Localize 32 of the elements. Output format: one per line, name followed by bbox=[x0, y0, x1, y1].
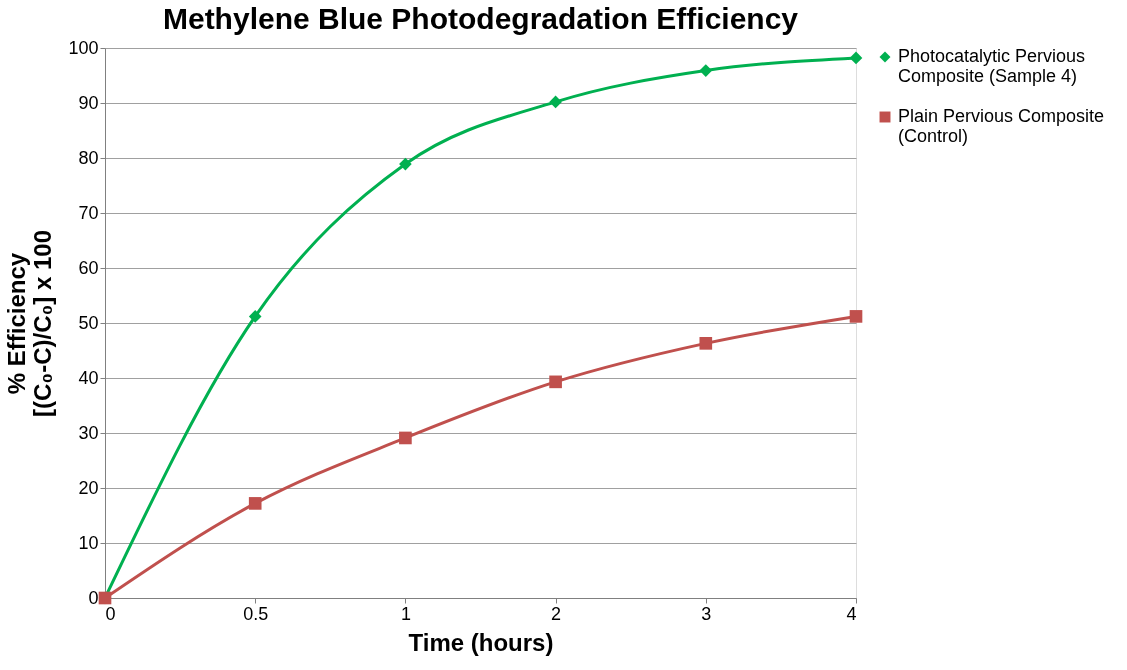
y-axis-title: % Efficiency [(C₀-C)/C₀] x 100 bbox=[3, 230, 57, 417]
y-tick-label: 30 bbox=[78, 422, 99, 443]
point bbox=[248, 497, 262, 510]
x-axis-title: Time (hours) bbox=[408, 628, 554, 656]
point bbox=[549, 95, 562, 109]
point bbox=[399, 157, 412, 171]
point bbox=[849, 51, 863, 65]
legend-label: Photocatalytic Pervious Composite (Sample 4) bbox=[898, 46, 1086, 86]
y-tick-label: 0 bbox=[88, 587, 99, 608]
y-tick-label: 60 bbox=[78, 257, 99, 278]
x-tick-label: 1 bbox=[400, 603, 411, 624]
y-tick-label: 70 bbox=[78, 202, 99, 223]
y-tick-label: 50 bbox=[78, 312, 99, 333]
point bbox=[849, 310, 863, 323]
y-tick-label: 100 bbox=[68, 37, 99, 58]
point bbox=[399, 431, 412, 445]
y-tick-label: 40 bbox=[78, 367, 99, 388]
point bbox=[699, 337, 713, 350]
x-tick-label: 0 bbox=[105, 603, 116, 624]
y-tick-label: 20 bbox=[78, 477, 99, 498]
x-tick-label: 3 bbox=[701, 603, 712, 624]
x-tick-label: 4 bbox=[846, 603, 857, 624]
point bbox=[699, 64, 713, 77]
y-tick-label: 10 bbox=[78, 532, 99, 553]
x-tick-label: 0.5 bbox=[243, 603, 269, 624]
point bbox=[549, 375, 562, 389]
y-tick-label: 80 bbox=[78, 147, 99, 168]
chart-title: Methylene Blue Photodegradation Efficiency bbox=[162, 2, 799, 35]
y-tick-label: 90 bbox=[78, 92, 99, 113]
x-tick-label: 2 bbox=[551, 603, 562, 624]
point bbox=[248, 310, 262, 323]
legend-label: Plain Pervious Composite (Control) bbox=[898, 106, 1105, 146]
